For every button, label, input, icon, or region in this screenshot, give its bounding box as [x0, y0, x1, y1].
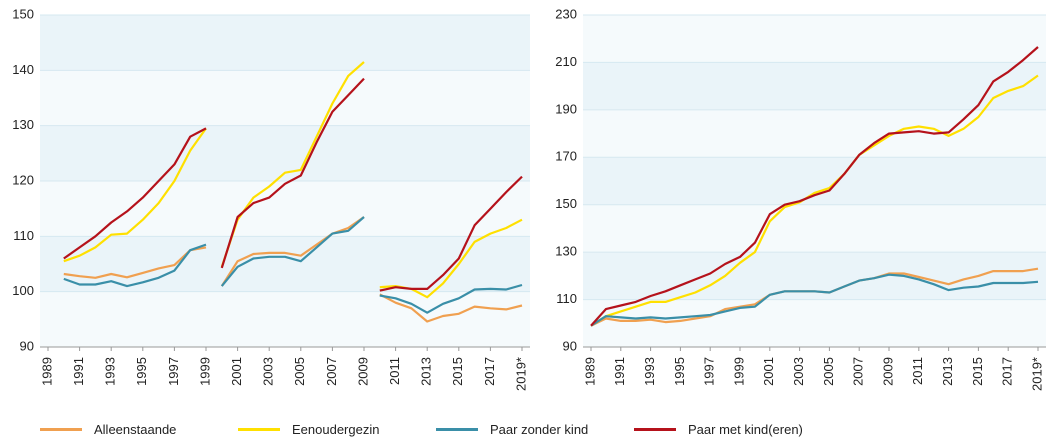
series-line — [63, 127, 207, 260]
legend-label: Alleenstaande — [94, 421, 177, 437]
legend-label: Paar met kind(eren) — [688, 421, 803, 437]
y-tick-label: 120 — [12, 172, 34, 187]
y-tick-label: 190 — [555, 101, 577, 116]
y-tick-label: 100 — [12, 283, 34, 298]
x-tick-label: 1997 — [166, 357, 181, 386]
x-tick-label: 2015 — [970, 357, 985, 386]
y-tick-label: 170 — [555, 149, 577, 164]
x-tick-label: 2009 — [355, 357, 370, 386]
y-tick-label: 90 — [563, 338, 577, 353]
plot-band — [40, 70, 530, 126]
x-tick-label: 2013 — [940, 357, 955, 386]
series-line — [590, 74, 1039, 327]
y-tick-label: 150 — [12, 6, 34, 21]
x-tick-label: 1993 — [642, 357, 657, 386]
series-line — [220, 216, 365, 287]
y-tick-label: 130 — [555, 244, 577, 259]
plot-band — [583, 109, 1046, 158]
y-tick-label: 110 — [13, 228, 34, 243]
y-tick-label: 110 — [556, 291, 577, 306]
x-tick-label: 2005 — [821, 357, 836, 386]
x-tick-label: 2001 — [229, 357, 244, 386]
legend-swatch — [40, 427, 82, 431]
x-tick-label: 2003 — [261, 357, 276, 386]
plot-band — [583, 15, 1046, 63]
x-tick-label: 2007 — [324, 357, 339, 386]
legend: Alleenstaande Eenoudergezin Paar zonder ki… — [0, 418, 1052, 440]
x-tick-label: 1999 — [731, 357, 746, 386]
x-tick-label: 2013 — [419, 357, 434, 386]
y-tick-label: 210 — [555, 54, 577, 69]
y-tick-label: 140 — [12, 62, 34, 77]
x-tick-label: 2015 — [450, 357, 465, 386]
legend-item: Paar met kind(eren) — [634, 418, 832, 440]
x-tick-label: 2011 — [910, 357, 925, 385]
x-tick-label: 2017 — [1000, 357, 1015, 386]
legend-label: Eenoudergezin — [292, 421, 380, 437]
x-tick-label: 1993 — [103, 357, 118, 386]
legend-swatch — [436, 427, 478, 431]
legend-swatch — [634, 427, 676, 431]
x-tick-label: 1991 — [612, 357, 627, 386]
x-tick-label: 2005 — [292, 357, 307, 386]
y-tick-label: 150 — [555, 196, 577, 211]
plot-band — [40, 181, 530, 237]
x-tick-label: 2019* — [513, 357, 528, 391]
series-line — [379, 175, 523, 292]
plot-band — [583, 299, 1046, 347]
x-tick-label: 1995 — [134, 357, 149, 386]
x-tick-label: 2017 — [482, 357, 497, 386]
plot-band — [583, 204, 1046, 253]
series-line — [379, 293, 523, 323]
x-tick-label: 1997 — [702, 357, 717, 386]
series-line — [590, 46, 1039, 327]
y-tick-label: 90 — [20, 338, 34, 353]
charts: 90 100 110 120 130 140 150 1989 1991 1993 1995 1997… — [12, 6, 1046, 391]
x-tick-label: 2001 — [761, 357, 776, 386]
legend-item: Paar zonder kind — [436, 418, 634, 440]
y-tick-label: 230 — [555, 6, 577, 21]
x-tick-label: 2011 — [387, 357, 402, 385]
series-line — [63, 243, 207, 288]
x-tick-label: 1989 — [39, 357, 54, 386]
x-tick-label: 2009 — [880, 357, 895, 386]
x-tick-label: 1989 — [582, 357, 597, 386]
series-line — [590, 273, 1039, 327]
x-tick-label: 2019* — [1029, 357, 1044, 391]
plot-background — [583, 15, 1046, 347]
x-tick-label: 1999 — [197, 357, 212, 386]
series-line — [220, 216, 365, 287]
x-tick-label: 2007 — [851, 357, 866, 386]
legend-item: Eenoudergezin — [238, 418, 436, 440]
series-line — [63, 246, 207, 279]
x-tick-label: 1995 — [672, 357, 687, 386]
legend-item: Alleenstaande — [40, 418, 238, 440]
legend-swatch — [238, 427, 280, 431]
series-line — [220, 77, 365, 269]
y-tick-label: 130 — [12, 117, 34, 132]
legend-label: Paar zonder kind — [490, 421, 589, 437]
series-line — [379, 283, 523, 314]
series-line — [63, 127, 207, 263]
x-tick-label: 2003 — [791, 357, 806, 386]
x-tick-label: 1991 — [71, 357, 86, 386]
